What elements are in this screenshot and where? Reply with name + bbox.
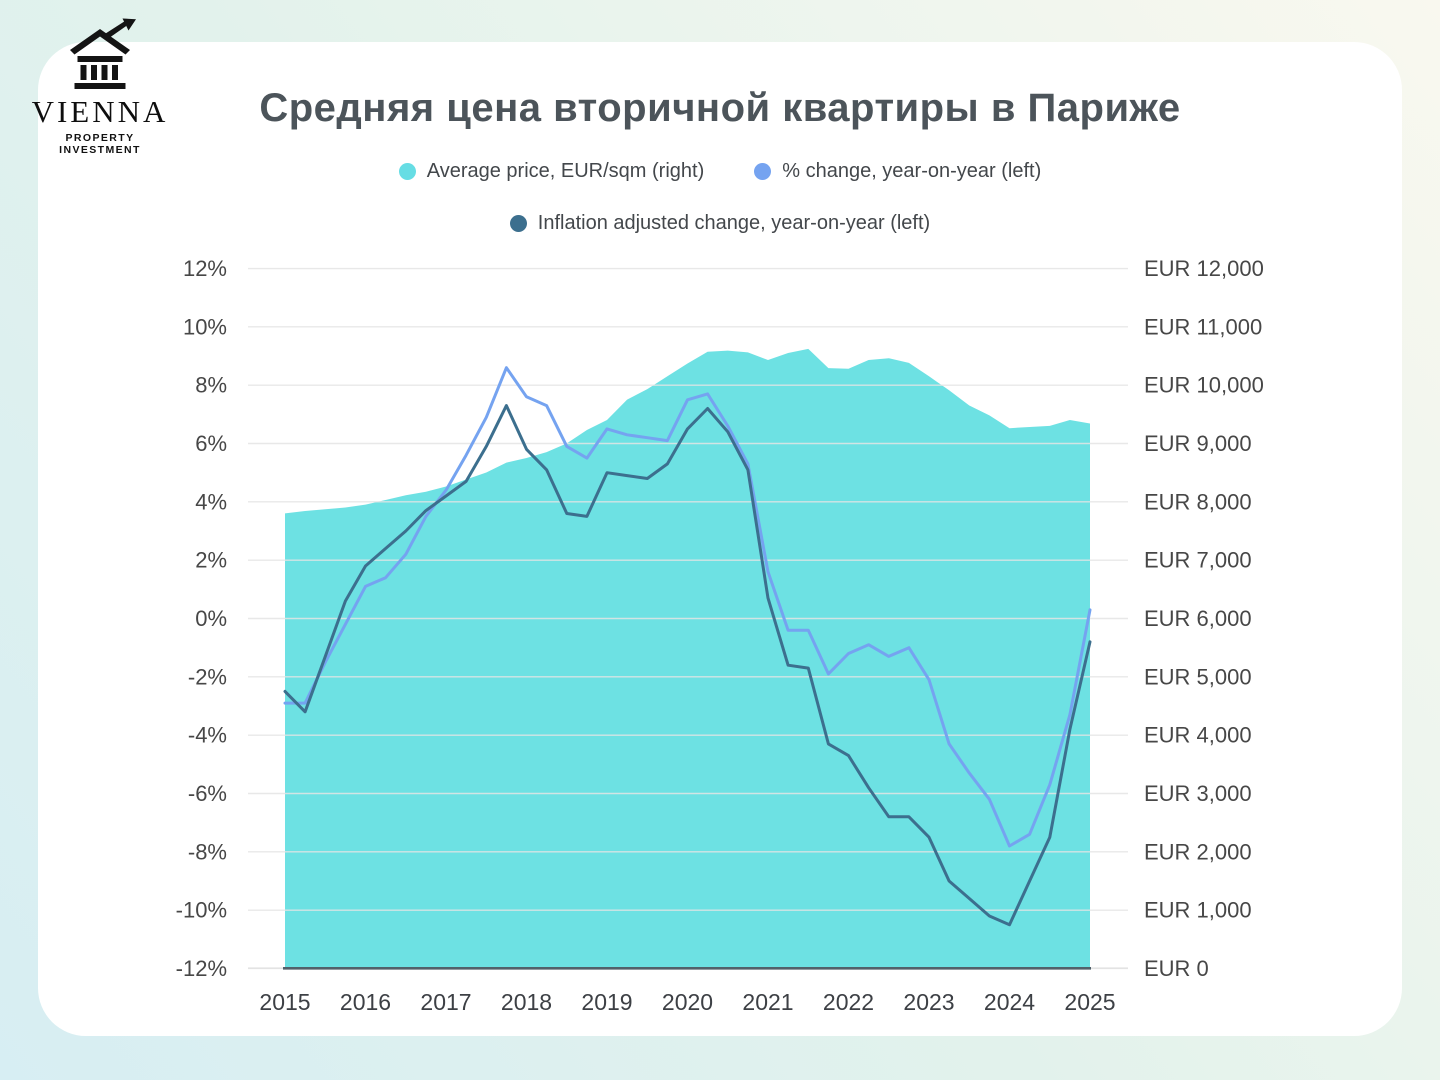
right-axis-tick-label: EUR 3,000 [1144, 781, 1252, 806]
column [91, 65, 97, 80]
right-axis-tick-label: EUR 6,000 [1144, 606, 1252, 631]
bank-building-icon [70, 18, 136, 89]
right-axis-tick-label: EUR 0 [1144, 956, 1209, 981]
logo-name: VIENNA [31, 94, 169, 129]
brand-logo: VIENNA PROPERTY INVESTMENT [30, 18, 170, 156]
column [101, 65, 108, 80]
x-axis-tick-label: 2015 [259, 989, 310, 1015]
left-axis-tick-label: 0% [195, 606, 227, 631]
x-axis-tick-label: 2020 [662, 989, 713, 1015]
legend-item-inflation-adjusted: Inflation adjusted change, year-on-year … [509, 212, 931, 235]
x-axis-tick-label: 2023 [903, 989, 954, 1015]
right-axis-tick-label: EUR 10,000 [1144, 373, 1264, 398]
left-axis-tick-label: -4% [188, 723, 227, 748]
legend-row-1: Average price, EUR/sqm (right) % change,… [40, 160, 1400, 183]
right-axis-tick-label: EUR 4,000 [1144, 723, 1252, 748]
logo-subtitle: PROPERTY INVESTMENT [59, 131, 141, 156]
left-axis-tick-label: 12% [183, 256, 227, 281]
right-axis-tick-label: EUR 9,000 [1144, 431, 1252, 456]
x-axis-tick-label: 2018 [501, 989, 552, 1015]
chart-title: Средняя цена вторичной квартиры в Париже [259, 86, 1181, 130]
inflation-adjusted-line [283, 404, 1092, 927]
price-area [285, 348, 1090, 969]
left-axis-tick-label: -6% [188, 781, 227, 806]
left-axis-tick-label: 10% [183, 314, 227, 339]
left-axis-tick-label: -2% [188, 664, 227, 689]
legend-row-2: Inflation adjusted change, year-on-year … [40, 212, 1400, 235]
base [74, 83, 126, 89]
x-axis-tick-label: 2024 [984, 989, 1035, 1015]
column [112, 65, 118, 80]
x-axis-tick-label: 2025 [1064, 989, 1115, 1015]
left-axis-tick-label: 8% [195, 373, 227, 398]
legend-label: Average price, EUR/sqm (right) [426, 160, 705, 182]
legend-item-average-price: Average price, EUR/sqm (right) [398, 160, 705, 183]
left-axis-tick-label: 2% [195, 548, 227, 573]
left-axis-tick-label: 4% [195, 489, 227, 514]
left-axis-tick-label: 6% [195, 431, 227, 456]
right-axis-tick-label: EUR 1,000 [1144, 898, 1252, 923]
right-axis-tick-label: EUR 5,000 [1144, 664, 1252, 689]
pct-change-swatch-icon [754, 163, 772, 180]
right-axis-tick-label: EUR 12,000 [1144, 256, 1264, 281]
left-axis-tick-label: -10% [176, 898, 227, 923]
right-axis-tick-label: EUR 2,000 [1144, 839, 1252, 864]
x-axis-tick-label: 2022 [823, 989, 874, 1015]
entablature [77, 56, 123, 62]
inflation-adjusted-swatch-icon [509, 215, 527, 232]
legend-label: % change, year-on-year (left) [782, 160, 1042, 182]
left-axis-tick-label: -12% [176, 956, 227, 981]
right-axis-tick-label: EUR 11,000 [1144, 314, 1262, 339]
x-axis-tick-label: 2019 [581, 989, 632, 1015]
legend-item-pct-change: % change, year-on-year (left) [754, 160, 1041, 183]
right-axis-tick-label: EUR 8,000 [1144, 489, 1252, 514]
x-axis-tick-label: 2016 [340, 989, 391, 1015]
trend-arrow-head [122, 18, 136, 31]
x-axis-tick-label: 2017 [420, 989, 471, 1015]
right-axis-tick-label: EUR 7,000 [1144, 548, 1252, 573]
pediment-roof [70, 29, 130, 55]
x-axis-tick-label: 2021 [742, 989, 793, 1015]
trend-arrow-shaft [103, 20, 129, 40]
average-price-swatch-icon [398, 163, 416, 180]
left-axis-tick-label: -8% [188, 839, 227, 864]
legend-label: Inflation adjusted change, year-on-year … [537, 212, 931, 234]
column [80, 65, 87, 80]
pct-change-line [283, 366, 1092, 848]
